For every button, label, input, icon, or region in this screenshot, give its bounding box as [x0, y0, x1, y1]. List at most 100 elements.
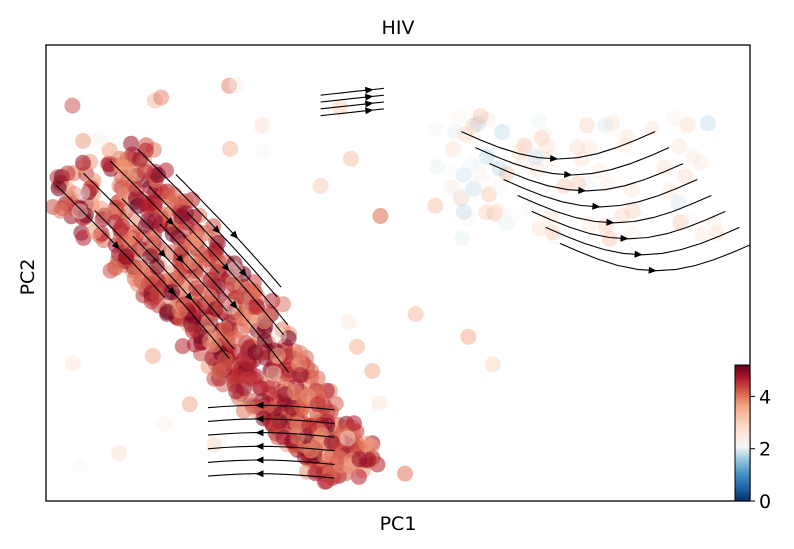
scatter-point — [453, 190, 469, 207]
scatter-point — [92, 132, 109, 149]
scatter-point — [491, 179, 508, 196]
colorbar-gradient — [734, 364, 751, 502]
streamline — [320, 87, 384, 96]
scatter-point — [184, 234, 201, 251]
streamline-arrow — [634, 250, 643, 258]
chart-title: HIV — [382, 17, 415, 39]
scatter-point — [531, 112, 547, 129]
scatter-point — [597, 116, 614, 133]
streamline-arrow — [365, 93, 374, 101]
scatter-point — [292, 344, 308, 361]
scatter-point — [316, 447, 333, 464]
streamline-arrow — [620, 234, 629, 242]
scatter-point — [597, 217, 614, 234]
scatter-point — [52, 202, 69, 219]
scatter-point — [364, 362, 381, 379]
scatter-point — [75, 132, 92, 149]
scatter-point — [662, 182, 679, 199]
streamline-arrow — [592, 202, 601, 210]
scatter-point — [465, 117, 482, 134]
scatter-point — [225, 274, 242, 291]
scatter-point — [150, 167, 166, 183]
scatter-point — [71, 457, 88, 474]
scatter-point — [505, 208, 522, 224]
scatter-point — [473, 171, 490, 187]
scatter-point — [472, 156, 489, 173]
streamline-arrow — [255, 429, 264, 437]
scatter-point — [479, 148, 495, 165]
scatter-point — [486, 205, 503, 222]
scatter-point — [581, 139, 598, 156]
scatter-point — [531, 220, 548, 237]
scatter-point — [706, 214, 723, 231]
scatter-point — [312, 178, 329, 194]
streamline-arrow — [255, 456, 264, 464]
scatter-point — [213, 298, 230, 315]
scatter-point — [570, 175, 587, 192]
scatter-point — [343, 150, 359, 167]
scatter-point — [332, 99, 349, 116]
scatter-point — [460, 210, 477, 227]
scatter-point — [74, 184, 91, 201]
scatter-point — [670, 138, 687, 155]
scatter-point — [255, 143, 272, 160]
scatter-point — [143, 293, 160, 310]
scatter-point — [107, 260, 124, 277]
scatter-point — [226, 261, 243, 278]
streamline — [207, 432, 335, 438]
scatter-point — [515, 154, 532, 171]
streamline — [136, 148, 278, 298]
scatter-point — [264, 378, 281, 395]
scatter-point — [64, 97, 81, 114]
scatter-point — [684, 148, 701, 165]
streamline — [175, 174, 282, 288]
scatter-points — [27, 76, 725, 490]
scatter-point — [498, 215, 515, 232]
scatter-point — [524, 146, 541, 163]
streamline-arrow — [365, 107, 374, 115]
streamline — [207, 404, 335, 411]
scatter-point — [540, 151, 557, 168]
scatter-point — [471, 165, 488, 182]
colorbar-tick-label: 0 — [759, 491, 771, 513]
streamline-arrow — [549, 155, 559, 162]
scatter-point — [137, 142, 154, 159]
scatter-point — [205, 336, 222, 353]
scatter-point — [256, 313, 273, 330]
scatter-point — [228, 76, 245, 93]
scatter-point — [372, 208, 389, 224]
streamline-arrow — [255, 442, 264, 450]
scatter-point — [177, 193, 194, 210]
scatter-point — [71, 203, 88, 220]
scatter-point — [339, 430, 356, 447]
scatter-point — [210, 254, 227, 271]
streamline-arrow — [167, 287, 176, 296]
scatter-point — [291, 366, 308, 383]
streamline-arrow — [564, 170, 573, 178]
scatter-point — [251, 379, 268, 396]
x-axis-label: PC1 — [380, 513, 417, 535]
streamline-arrow — [221, 263, 230, 272]
streamline — [320, 108, 384, 117]
scatter-point — [451, 108, 468, 125]
scatter-point — [301, 417, 318, 434]
scatter-point — [27, 183, 43, 199]
scatter-point — [159, 303, 176, 320]
scatter-point — [536, 125, 553, 142]
streamline — [148, 186, 284, 336]
scatter-point — [165, 193, 182, 209]
scatter-point — [708, 224, 725, 241]
scatter-point — [348, 338, 365, 355]
scatter-point — [275, 296, 292, 313]
scatter-point — [547, 228, 564, 245]
scatter-point — [480, 111, 497, 128]
scatter-point — [280, 330, 297, 347]
scatter-point — [233, 322, 250, 339]
scatter-point — [340, 314, 357, 331]
scatter-point — [460, 328, 477, 345]
scatter-point — [511, 144, 528, 161]
scatter-point — [469, 115, 486, 132]
scatter-point — [309, 396, 326, 413]
scatter-point — [699, 115, 716, 132]
scatter-point — [569, 139, 586, 156]
